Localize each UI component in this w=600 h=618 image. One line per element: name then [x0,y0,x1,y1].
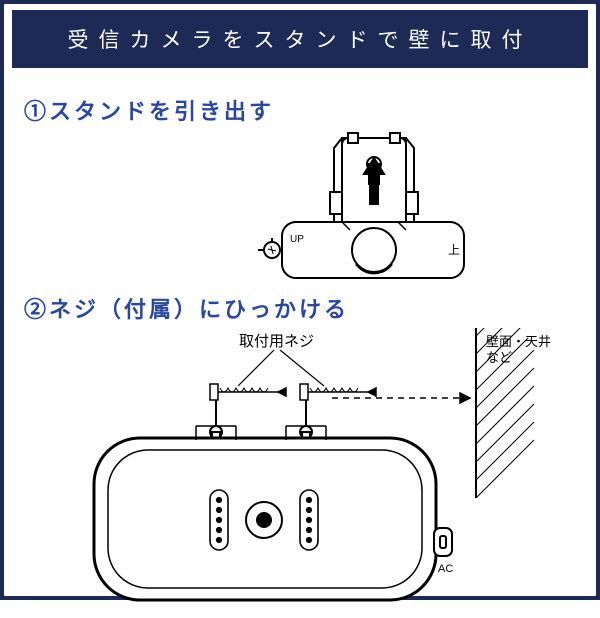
label-right-up: 上 [448,243,460,257]
diagram-step1: UP 上 [24,130,576,290]
hooks [210,400,312,442]
step2-heading: ②ネジ（付属）にひっかける [24,292,576,324]
diagram1-svg: UP 上 [24,130,584,290]
page-frame: 受信カメラをスタンドで壁に取付 ①スタンドを引き出す [0,0,600,600]
ac-label: AC [438,563,453,575]
lens [246,502,282,538]
step1-text: スタンドを引き出す [49,99,274,124]
speaker-left [210,490,228,550]
page-title: 受信カメラをスタンドで壁に取付 [12,10,588,68]
step1-heading: ①スタンドを引き出す [24,94,576,126]
screw-label: 取付用ネジ [239,333,314,350]
step2-number: ② [24,297,49,322]
dashed-to-wall [332,393,470,403]
content-area: ①スタンドを引き出す [4,68,596,618]
svg-text:壁面・天井: 壁面・天井 [486,334,551,349]
ac-port [434,528,452,556]
label-up: UP [290,234,304,245]
diagram2-svg: 壁面・天井 など 取付用ネジ [24,328,584,608]
svg-text:など: など [486,350,512,365]
screws [210,384,376,400]
diagram-step2: 壁面・天井 など 取付用ネジ [24,328,576,608]
wall-label: 壁面・天井 など [486,334,551,365]
leader-lines [238,350,324,386]
step2-text: ネジ（付属）にひっかける [49,297,349,322]
step1-number: ① [24,99,49,124]
speaker-right [300,490,318,550]
